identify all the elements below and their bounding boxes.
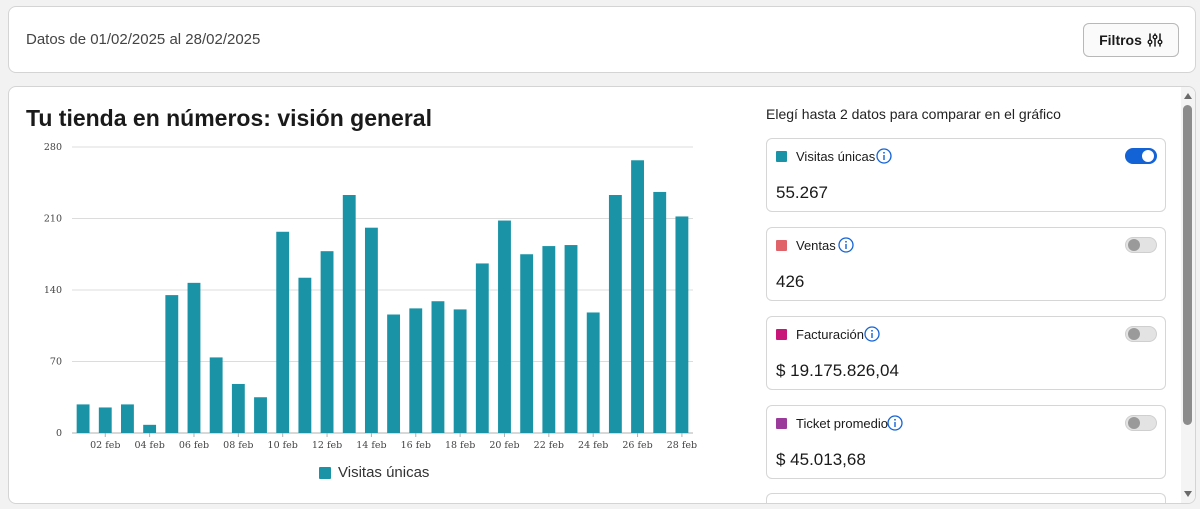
bar — [387, 314, 401, 433]
panel-scrollbar[interactable] — [1181, 87, 1195, 503]
bar — [431, 301, 445, 433]
y-tick-label: 70 — [50, 357, 62, 368]
metric-color-swatch — [776, 329, 787, 340]
toggle-knob — [1128, 328, 1140, 340]
x-tick-label: 14 feb — [356, 440, 386, 451]
metric-card-ventas[interactable]: Ventas 426 — [766, 227, 1166, 301]
toggle-knob — [1128, 417, 1140, 429]
metric-label: Ticket promedio — [796, 416, 888, 431]
metric-toggle[interactable] — [1125, 148, 1157, 164]
metric-value: $ 45.013,68 — [776, 450, 866, 469]
metric-card-partial[interactable] — [766, 493, 1166, 503]
scroll-down-arrow-icon[interactable] — [1184, 491, 1192, 497]
metric-value: 55.267 — [776, 183, 828, 202]
metric-toggle[interactable] — [1125, 237, 1157, 253]
bar — [653, 191, 667, 433]
metric-color-swatch — [776, 418, 787, 429]
metric-color-swatch — [776, 151, 787, 162]
toggle-knob — [1128, 239, 1140, 251]
scroll-up-arrow-icon[interactable] — [1184, 93, 1192, 99]
bar — [231, 383, 245, 433]
y-tick-label: 280 — [44, 142, 62, 153]
x-tick-label: 02 feb — [90, 440, 120, 451]
x-tick-label: 20 feb — [489, 440, 519, 451]
metric-label: Visitas únicas — [796, 149, 876, 164]
x-tick-label: 26 feb — [622, 440, 652, 451]
date-range-label: Datos de 01/02/2025 al 28/02/2025 — [26, 31, 261, 48]
metric-toggle[interactable] — [1125, 415, 1157, 431]
bar — [209, 357, 223, 433]
bar — [520, 254, 534, 433]
bar — [298, 277, 312, 433]
info-icon[interactable] — [838, 237, 854, 253]
bar — [453, 309, 467, 433]
overview-panel: Tu tienda en números: visión general 0 70… — [8, 86, 1196, 504]
metric-toggle[interactable] — [1125, 326, 1157, 342]
x-tick-label: 08 feb — [223, 440, 253, 451]
bar — [498, 220, 511, 433]
bar — [564, 245, 578, 433]
info-icon[interactable] — [887, 415, 903, 431]
x-tick-label: 04 feb — [134, 440, 164, 451]
scroll-thumb[interactable] — [1183, 105, 1192, 425]
bar — [143, 424, 157, 433]
metric-value: 426 — [776, 272, 805, 291]
date-filter-bar: Datos de 01/02/2025 al 28/02/2025 Filtro… — [8, 6, 1196, 73]
filters-button-label: Filtros — [1099, 32, 1142, 48]
metric-card-facturacion[interactable]: Facturación $ 19.175.826,04 — [766, 316, 1166, 390]
metric-card-ticket-promedio[interactable]: Ticket promedio $ 45.013,68 — [766, 405, 1166, 479]
metric-value: $ 19.175.826,04 — [776, 361, 899, 380]
x-tick-label: 18 feb — [445, 440, 475, 451]
bar — [608, 195, 622, 433]
x-tick-label: 24 feb — [578, 440, 608, 451]
bar — [76, 404, 90, 433]
bar — [254, 397, 267, 433]
y-tick-label: 0 — [56, 428, 62, 439]
info-icon[interactable] — [876, 148, 892, 164]
visits-bar-chart: 0 70 140 210 280 02 feb 04 feb 06 feb 08 feb 10 f… — [44, 142, 697, 451]
bar — [364, 227, 378, 433]
bar — [98, 407, 112, 433]
x-tick-label: 10 feb — [268, 440, 298, 451]
metric-label: Ventas — [796, 238, 836, 253]
bar — [165, 295, 179, 433]
bar — [542, 246, 556, 433]
metric-card-visitas-unicas[interactable]: Visitas únicas 55.267 — [766, 138, 1166, 212]
toggle-knob — [1142, 150, 1154, 162]
info-icon[interactable] — [864, 326, 880, 342]
metric-label: Facturación — [796, 327, 864, 342]
x-tick-label: 16 feb — [401, 440, 431, 451]
bar — [675, 216, 689, 433]
y-tick-label: 140 — [44, 285, 62, 296]
bar — [631, 160, 644, 433]
bar — [409, 308, 423, 433]
legend-label: Visitas únicas — [338, 464, 430, 481]
chart-legend[interactable]: Visitas únicas — [319, 464, 429, 481]
metric-color-swatch — [776, 240, 787, 251]
x-tick-label: 06 feb — [179, 440, 209, 451]
bar — [320, 251, 334, 433]
legend-swatch — [319, 466, 331, 479]
bar — [342, 195, 356, 433]
x-tick-label: 12 feb — [312, 440, 342, 451]
filters-button[interactable]: Filtros — [1083, 23, 1179, 57]
bar — [121, 404, 134, 433]
bar — [276, 231, 290, 433]
y-tick-label: 210 — [44, 214, 62, 225]
bar — [187, 282, 201, 433]
bar — [586, 312, 600, 433]
x-tick-label: 22 feb — [534, 440, 564, 451]
sliders-icon — [1147, 33, 1163, 47]
bar — [475, 263, 489, 433]
compare-instructions: Elegí hasta 2 datos para comparar en el … — [766, 106, 1061, 122]
x-tick-label: 28 feb — [667, 440, 697, 451]
panel-title: Tu tienda en números: visión general — [26, 105, 432, 131]
